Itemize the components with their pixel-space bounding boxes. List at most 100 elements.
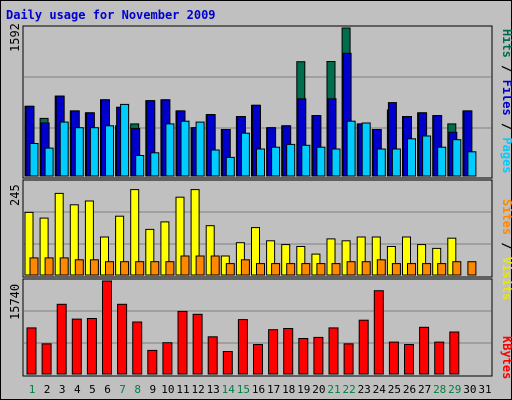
kbytes-bar [343, 343, 354, 375]
pages-bar [135, 155, 145, 177]
kbytes-bar [253, 344, 263, 375]
day-label: 27 [418, 383, 431, 396]
chart-title: Daily usage for November 2009 [6, 8, 216, 22]
kbytes-bar [388, 341, 399, 375]
day-label: 30 [463, 383, 476, 396]
pages-bar [391, 148, 401, 177]
pages-bar [120, 103, 130, 177]
kbytes-bar [71, 318, 82, 375]
visits-bar [432, 247, 442, 276]
sites-bar [240, 259, 250, 276]
pages-bar [59, 121, 69, 177]
pages-bar [150, 152, 160, 177]
visits-bar [447, 237, 457, 276]
sites-bar [361, 261, 371, 276]
visits-bar [251, 227, 260, 276]
pages-bar [240, 132, 250, 177]
kbytes-bar [283, 328, 294, 375]
day-label: 17 [267, 383, 280, 396]
kbytes-bar [26, 327, 37, 375]
visits-bar [39, 217, 49, 276]
day-label: 11 [176, 383, 189, 396]
sites-bar [29, 257, 39, 276]
pages-bar [361, 122, 371, 177]
kbytes-bar [404, 344, 414, 375]
day-label: 12 [191, 383, 204, 396]
pages-bar [44, 147, 54, 177]
kbytes-bar [434, 341, 445, 375]
sites-bar [225, 263, 235, 276]
pages-bar [376, 148, 386, 177]
pages-bar [210, 149, 220, 177]
pages-bar [180, 120, 190, 177]
sites-bar [346, 261, 356, 276]
day-label: 14 [222, 383, 236, 396]
visits-bar [190, 189, 200, 276]
legend-visits: Visits [500, 257, 512, 300]
day-label: 26 [403, 383, 416, 396]
visits-bar [386, 246, 396, 276]
pages-bar [422, 135, 432, 177]
legend-pages: Pages [500, 137, 512, 173]
legend-hits: Hits [500, 29, 512, 58]
kbytes-bar [102, 280, 112, 375]
kbytes-bar [419, 326, 430, 375]
day-label: 21 [327, 383, 340, 396]
pages-bar [74, 127, 84, 177]
visits-bar [205, 225, 215, 276]
pages-bar [29, 143, 39, 177]
sites-bar [256, 263, 265, 276]
kbytes-bar [56, 303, 67, 375]
sites-bar [210, 255, 220, 276]
day-label: 23 [358, 383, 371, 396]
day-label: 20 [312, 383, 325, 396]
sites-bar [44, 257, 54, 276]
kbytes-bar [117, 303, 128, 375]
day-label: 31 [478, 383, 491, 396]
day-label: 16 [252, 383, 265, 396]
visits-bar [175, 196, 185, 276]
sites-bar [407, 263, 416, 276]
pages-bar [467, 151, 477, 177]
sites-bar [422, 263, 432, 276]
kbytes-bar [86, 318, 97, 375]
day-label: 24 [373, 383, 387, 396]
sites-bar [135, 261, 145, 276]
visits-bar [54, 192, 64, 276]
sites-bar [180, 255, 190, 276]
day-label: 3 [59, 383, 66, 396]
middle-ymax-label: 245 [8, 184, 22, 206]
pages-bar [271, 146, 281, 177]
pages-bar [301, 144, 311, 177]
day-label: 2 [44, 383, 51, 396]
day-label: 25 [388, 383, 401, 396]
kbytes-bar [237, 319, 248, 375]
visits-bar [115, 215, 125, 276]
svg-text:Sites / Visits: Sites / Visits [500, 199, 512, 300]
day-label: 19 [297, 383, 310, 396]
visits-bar [417, 244, 427, 276]
kbytes-bar [177, 310, 188, 375]
kbytes-bar [162, 342, 173, 375]
visits-bar [24, 211, 34, 276]
sites-bar [316, 263, 326, 276]
sites-bar [120, 261, 130, 276]
top-side-legend: Hits / Files / Pages [500, 29, 512, 174]
sites-bar [105, 261, 114, 276]
sites-bar [195, 255, 205, 276]
kbytes-bar [207, 336, 218, 375]
day-label: 29 [448, 383, 461, 396]
pages-bar [346, 120, 356, 177]
kbytes-bar [268, 329, 279, 375]
sites-bar [452, 261, 462, 276]
visits-bar [296, 246, 306, 276]
sites-bar [331, 263, 341, 276]
pages-bar [256, 148, 265, 177]
visits-bar [341, 240, 351, 276]
sites-bar [467, 261, 477, 276]
pages-bar [105, 125, 114, 177]
legend-separator: / [500, 235, 512, 257]
sites-bar [286, 263, 296, 276]
kbytes-bar [298, 338, 309, 375]
